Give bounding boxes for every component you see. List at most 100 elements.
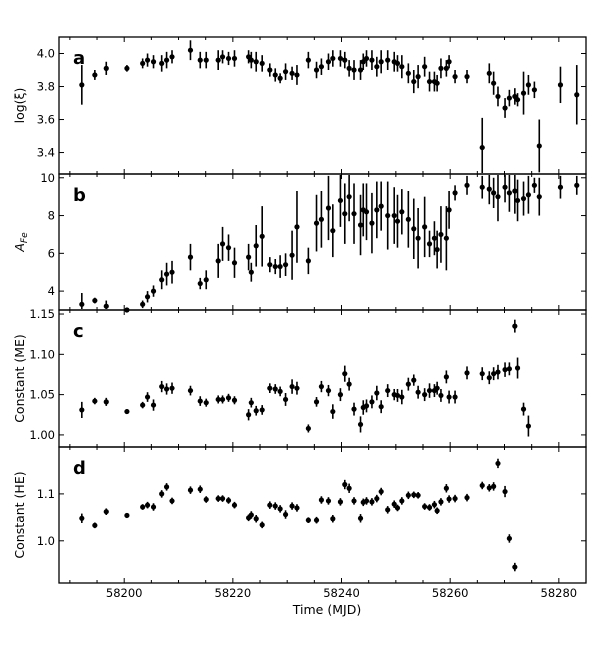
x-tick-label: 58200 — [106, 586, 143, 600]
data-point — [124, 408, 130, 415]
y-axis-label: AFe — [12, 232, 30, 253]
data-point — [506, 366, 512, 372]
data-point — [305, 258, 311, 264]
data-point — [385, 387, 391, 394]
data-point — [502, 184, 508, 190]
data-point — [197, 280, 203, 287]
data-point — [337, 197, 344, 204]
y-tick-label: 3.8 — [37, 80, 55, 94]
data-point — [277, 506, 283, 512]
data-point — [159, 277, 165, 283]
data-point — [289, 70, 295, 76]
data-point — [422, 392, 428, 398]
data-point — [342, 57, 348, 63]
data-point — [525, 423, 532, 429]
data-point — [479, 371, 485, 377]
data-point — [159, 60, 165, 67]
data-point — [169, 498, 175, 504]
data-point — [225, 395, 232, 401]
data-point — [415, 389, 421, 395]
data-point — [514, 197, 521, 204]
data-point — [277, 388, 283, 394]
data-point — [272, 72, 278, 78]
data-point — [574, 182, 580, 188]
data-point — [443, 374, 449, 380]
panel-letter: d — [73, 458, 86, 479]
data-point — [446, 207, 452, 213]
data-point — [491, 80, 497, 86]
panel-frame — [58, 173, 587, 311]
data-point — [92, 297, 98, 304]
data-point — [502, 105, 508, 111]
data-point — [330, 516, 336, 522]
data-point — [479, 482, 485, 489]
data-point — [231, 397, 238, 403]
data-point — [342, 481, 348, 488]
data-point — [318, 64, 325, 70]
data-point — [415, 74, 421, 80]
data-point — [415, 492, 421, 498]
data-point — [443, 485, 449, 491]
data-point — [452, 394, 458, 400]
data-point — [342, 371, 348, 377]
data-point — [446, 59, 452, 65]
data-point — [187, 387, 194, 394]
data-point — [215, 396, 221, 403]
data-point — [259, 233, 265, 239]
data-point — [399, 394, 405, 400]
data-point — [363, 498, 370, 504]
panel-letter: c — [73, 321, 84, 342]
data-point — [479, 184, 485, 190]
data-point — [289, 503, 295, 509]
data-point — [313, 517, 320, 523]
y-tick-label: 4.0 — [37, 47, 55, 61]
data-point — [520, 90, 527, 96]
data-point — [259, 522, 265, 528]
data-point — [512, 188, 518, 194]
data-point — [399, 209, 405, 215]
data-point — [411, 492, 417, 498]
data-point — [305, 57, 311, 63]
data-point — [103, 399, 109, 405]
data-point — [325, 498, 332, 504]
data-point — [330, 228, 336, 234]
data-point — [479, 144, 485, 151]
data-point — [374, 495, 380, 502]
y-tick-label: 1.15 — [29, 307, 55, 321]
data-point — [525, 82, 532, 88]
data-point — [346, 485, 352, 491]
y-tick-label: 8 — [48, 209, 55, 223]
data-point — [506, 95, 512, 101]
y-tick-label: 1.00 — [29, 428, 55, 442]
data-point — [231, 55, 238, 62]
data-point — [495, 369, 501, 375]
data-point — [225, 497, 232, 504]
data-point — [267, 502, 273, 508]
data-point — [272, 503, 278, 509]
data-point — [346, 194, 352, 200]
data-point — [486, 375, 492, 381]
data-point — [346, 65, 352, 71]
data-point — [313, 399, 320, 405]
data-point — [520, 195, 527, 202]
data-point — [197, 398, 203, 404]
data-point — [124, 512, 130, 519]
data-point — [464, 182, 470, 188]
data-point — [357, 67, 364, 73]
data-point — [203, 57, 209, 63]
data-point — [351, 406, 357, 412]
data-point — [486, 70, 492, 76]
data-point — [357, 421, 364, 428]
data-point — [405, 216, 411, 222]
data-point — [506, 190, 512, 196]
data-point — [405, 492, 411, 498]
data-point — [394, 392, 401, 399]
data-point — [363, 209, 370, 215]
y-tick-label: 1.10 — [29, 347, 55, 361]
data-point — [187, 254, 194, 260]
data-point — [491, 190, 497, 196]
data-point — [325, 59, 332, 65]
data-point — [318, 383, 325, 390]
data-point — [502, 367, 508, 373]
data-point — [267, 385, 273, 391]
